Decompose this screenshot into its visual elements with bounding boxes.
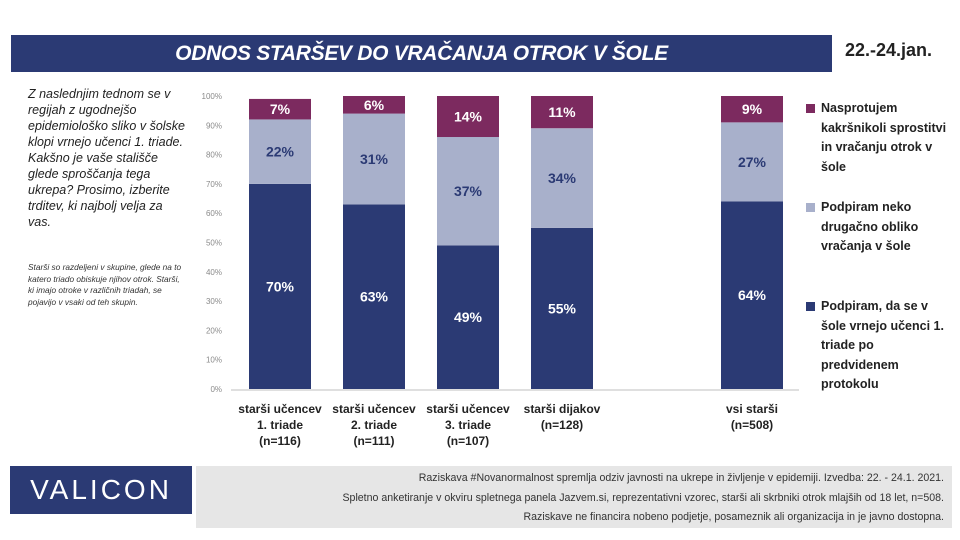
bar-segment [721,201,783,389]
y-tick-label: 20% [206,326,222,335]
bar-segment [531,227,593,389]
bar-segment [721,122,783,202]
data-label: 22% [266,144,295,160]
y-tick-label: 100% [202,92,222,101]
data-label: 31% [360,151,389,167]
data-label: 34% [548,170,577,186]
legend-label-support: Podpiram, da se v šole vrnejo učenci 1. … [821,299,944,391]
y-tick-label: 60% [206,209,222,218]
legend-swatch-support [806,302,815,311]
bar-segment [249,119,311,184]
x-category-label: (n=128) [541,418,583,432]
x-category-label: vsi starši [726,402,778,416]
footer-line-3: Raziskave ne financira nobeno podjetje, … [523,511,944,523]
title-bar: ODNOS STARŠEV DO VRAČANJA OTROK V ŠOLE [11,35,832,72]
data-label: 11% [548,104,576,120]
bar-segment [531,128,593,228]
survey-note: Starši so razdeljeni v skupine, glede na… [28,262,182,307]
data-label: 55% [548,300,577,316]
x-category-label: (n=116) [259,434,301,448]
bar-segment [437,245,499,389]
valicon-logo: VALICON [10,466,192,514]
data-label: 49% [454,309,483,325]
bar-segment [437,137,499,246]
x-category-label: starši učencev [238,402,322,416]
x-category-label: 2. triade [351,418,397,432]
data-label: 14% [454,109,483,125]
x-category-label: 3. triade [445,418,491,432]
data-label: 7% [270,101,291,117]
legend-label-oppose: Nasprotujem kakršnikoli sprostitvi in vr… [821,101,947,174]
x-category-label: (n=508) [731,418,773,432]
survey-date: 22.-24.jan. [845,40,933,60]
x-category-label: starši dijakov [524,402,601,416]
footer-line-2: Spletno anketiranje v okviru spletnega p… [342,492,944,504]
bar-segment [531,96,593,129]
y-tick-label: 50% [206,239,222,248]
x-category-label: 1. triade [257,418,303,432]
chart-title: ODNOS STARŠEV DO VRAČANJA OTROK V ŠOLE [175,41,668,65]
footer-info: Raziskava #Novanormalnost spremlja odziv… [196,466,952,528]
y-tick-label: 30% [206,297,222,306]
legend-swatch-oppose [806,104,815,113]
data-label: 37% [454,183,483,199]
y-tick-label: 40% [206,268,222,277]
x-category-label: (n=111) [353,434,394,448]
data-label: 6% [364,97,385,113]
bar-segment [249,183,311,389]
data-label: 63% [360,289,389,305]
x-category-label: starši učencev [332,402,416,416]
bar-segment [343,96,405,114]
footer-line-1: Raziskava #Novanormalnost spremlja odziv… [418,472,944,484]
y-tick-label: 70% [206,180,222,189]
bar-segment [249,98,311,120]
y-tick-label: 80% [206,151,222,160]
survey-question: Z naslednjim tednom se v regijah z ugodn… [28,87,186,229]
data-label: 64% [738,287,767,303]
y-tick-label: 10% [206,356,222,365]
data-label: 70% [266,278,295,294]
x-category-label: starši učencev [426,402,510,416]
data-label: 27% [738,154,767,170]
y-tick-label: 0% [210,385,222,394]
bar-segment [721,96,783,123]
x-category-label: (n=107) [447,434,489,448]
data-label: 9% [742,101,763,117]
legend-swatch-other-form [806,203,815,212]
y-tick-label: 90% [206,121,222,130]
legend-label-other-form: Podpiram neko drugačno obliko vračanja v… [821,200,919,253]
bar-segment [343,113,405,205]
bar-segment [437,96,499,138]
bar-segment [343,204,405,389]
